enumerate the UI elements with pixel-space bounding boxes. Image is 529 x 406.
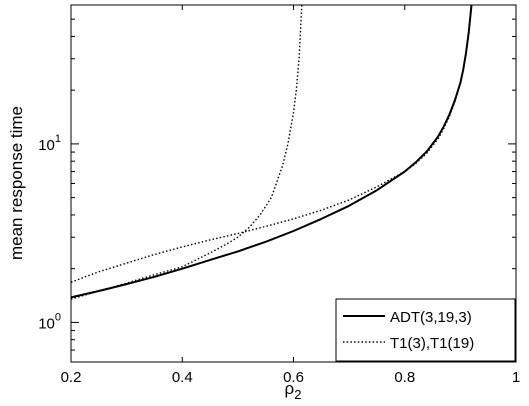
legend-label-0: ADT(3,19,3)	[390, 309, 472, 326]
x-axis-label: ρ2	[285, 379, 302, 402]
x-axis-label-main: ρ	[285, 379, 295, 398]
y-tick-base: 10	[38, 315, 55, 332]
series-layer	[70, 4, 473, 300]
x-tick-label: 1	[512, 369, 520, 386]
legend-label-1: T1(3),T1(19)	[390, 335, 474, 352]
legend: ADT(3,19,3) T1(3),T1(19)	[335, 298, 516, 362]
x-axis-label-sub: 2	[294, 387, 301, 402]
x-tick-label: 0.8	[394, 369, 415, 386]
y-axis-label: mean response time	[7, 106, 26, 260]
y-tick-exponent: 1	[55, 133, 61, 145]
y-tick-base: 10	[38, 137, 55, 154]
y-tick-label: 101	[38, 133, 61, 154]
series-line-0	[70, 4, 473, 299]
series-line-2	[70, 4, 473, 283]
x-tick-label: 0.4	[172, 369, 193, 386]
x-axis: 0.2 0.4 0.6 0.8 1	[61, 5, 520, 386]
legend-box	[335, 298, 516, 362]
series-line-1	[70, 4, 303, 300]
y-tick-label: 100	[38, 311, 61, 332]
x-tick-label: 0.2	[61, 369, 82, 386]
x-tick-label: 0.6	[283, 369, 304, 386]
y-tick-exponent: 0	[55, 311, 61, 323]
